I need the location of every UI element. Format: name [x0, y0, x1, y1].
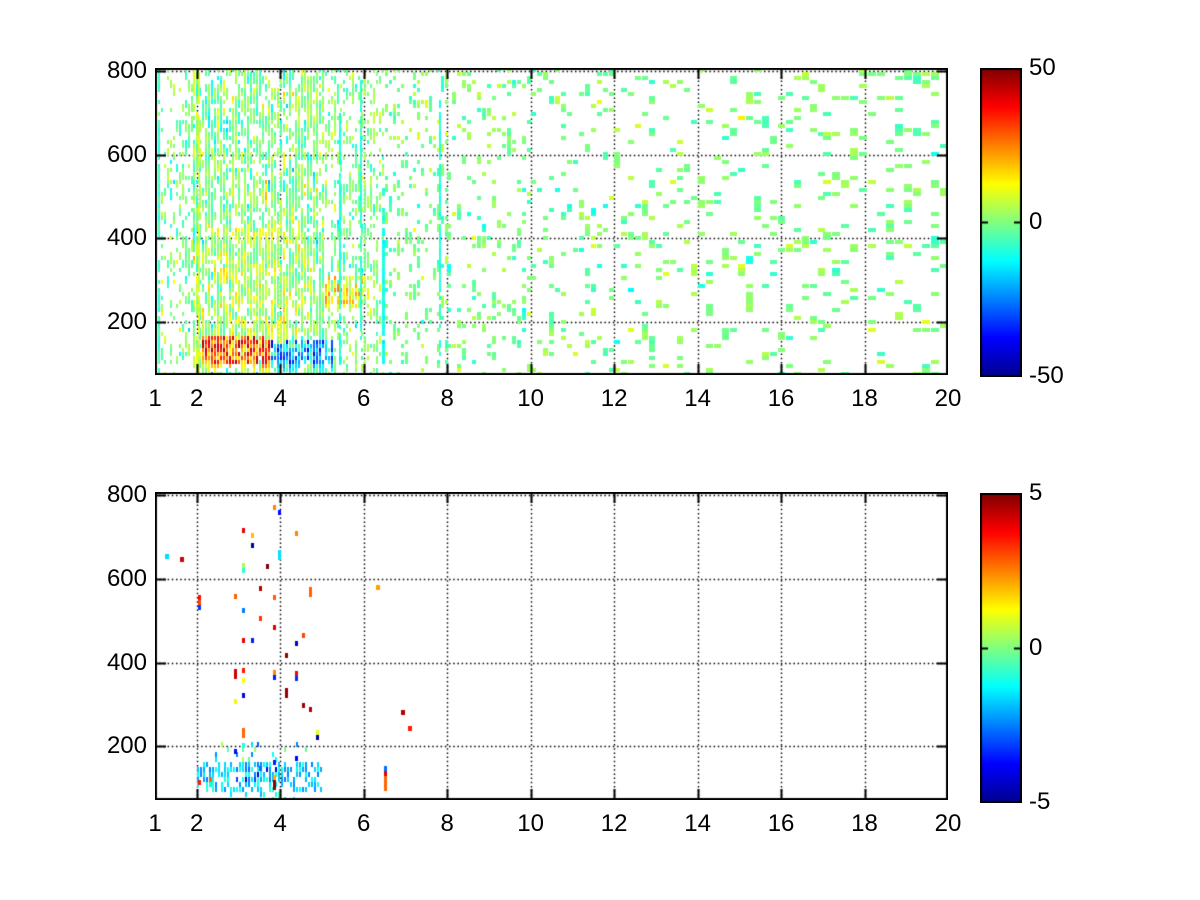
y-tick-label: 200 [106, 732, 147, 760]
y-tick-label: 800 [106, 481, 147, 509]
x-tick-label: 20 [934, 385, 962, 412]
x-tick-label: 8 [440, 810, 454, 837]
y-tick-label: 400 [106, 648, 147, 676]
x-tick-label: 4 [273, 810, 287, 837]
y-tick-label: 400 [106, 224, 147, 252]
x-tick-label: 6 [356, 810, 371, 837]
x-tick-label: 14 [684, 385, 711, 412]
y-tick-label: 600 [106, 565, 147, 593]
y-tick-label: 600 [106, 140, 147, 168]
x-tick-label: 14 [684, 810, 711, 837]
colorbar-tick-label: 50 [1029, 54, 1056, 81]
top-heatmap-canvas [155, 68, 948, 375]
colorbar-tick-label: 5 [1029, 479, 1043, 506]
x-tick-label: 6 [356, 385, 371, 412]
x-tick-label: 12 [600, 810, 628, 837]
x-tick-label: 2 [190, 385, 204, 412]
x-tick-label: 1 [148, 810, 162, 837]
bottom-colorbar-canvas [980, 493, 1022, 803]
bottom-heatmap-canvas [155, 492, 948, 800]
x-tick-label: 1 [148, 385, 162, 412]
top-heatmap-axes [155, 68, 948, 375]
x-tick-label: 10 [517, 810, 544, 837]
x-tick-label: 4 [273, 385, 287, 412]
x-tick-label: 10 [517, 385, 544, 412]
top-colorbar [980, 68, 1022, 377]
x-tick-label: 18 [851, 385, 878, 412]
colorbar-tick-label: -50 [1029, 362, 1064, 389]
x-tick-label: 18 [851, 810, 878, 837]
x-tick-label: 12 [600, 385, 628, 412]
bottom-heatmap-axes [155, 492, 948, 800]
top-colorbar-canvas [980, 68, 1022, 377]
colorbar-tick-label: 0 [1029, 633, 1043, 661]
colorbar-tick-label: -5 [1029, 788, 1051, 815]
x-tick-label: 2 [190, 810, 204, 837]
y-tick-label: 200 [106, 307, 147, 335]
colorbar-tick-label: 0 [1029, 208, 1043, 235]
y-tick-label: 800 [106, 57, 147, 85]
bottom-colorbar [980, 493, 1022, 803]
x-tick-label: 16 [767, 810, 795, 837]
x-tick-label: 20 [934, 810, 962, 837]
x-tick-label: 16 [767, 385, 795, 412]
x-tick-label: 8 [440, 385, 454, 412]
